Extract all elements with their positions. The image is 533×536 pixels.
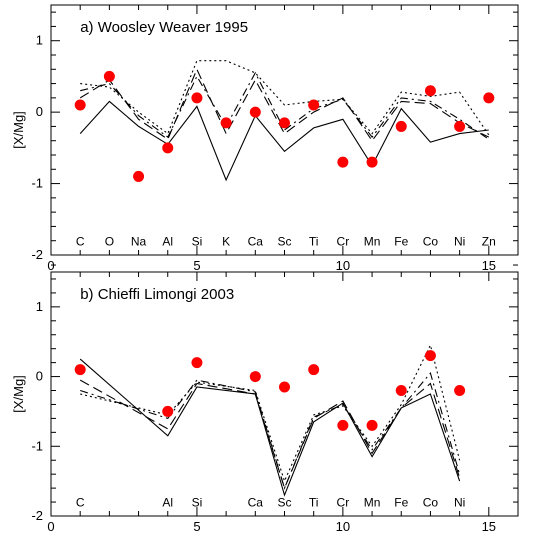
data-point: [308, 99, 320, 111]
element-label: Na: [131, 234, 147, 248]
data-point: [162, 405, 174, 417]
data-point: [74, 364, 86, 376]
element-label: Ca: [248, 234, 264, 248]
element-label: Ca: [248, 496, 264, 510]
data-point: [249, 106, 261, 118]
element-label: Ni: [454, 234, 465, 248]
data-point: [74, 99, 86, 111]
panel-b: 0 5 10 15 -2 -1 0 1 [X/Mg] b) Chieffi Limongi 200…: [11, 264, 519, 534]
y-tick-label: 0: [36, 104, 43, 119]
element-label: Zn: [482, 234, 496, 248]
x-tick-label: 5: [193, 258, 200, 273]
y-tick-label: -2: [31, 508, 43, 523]
panel-title: a) Woosley Weaver 1995: [80, 19, 248, 36]
y-tick-label: -1: [31, 176, 43, 191]
element-label: Cr: [337, 234, 350, 248]
data-point: [454, 385, 466, 397]
data-point: [162, 142, 174, 154]
element-label: Ti: [309, 234, 319, 248]
plot-frame: [50, 4, 519, 256]
data-point: [366, 156, 378, 168]
element-label: C: [76, 496, 85, 510]
data-point: [337, 419, 349, 431]
element-label: Ni: [454, 496, 465, 510]
element-label: Si: [192, 234, 203, 248]
series-line-dashed: [79, 67, 490, 142]
x-tick-label: 0: [47, 519, 54, 534]
data-point: [103, 70, 115, 82]
x-tick-label: 15: [482, 258, 496, 273]
element-label: Si: [192, 496, 203, 510]
series-line-dash-dot: [80, 71, 490, 140]
y-tick-label: 0: [36, 369, 43, 384]
data-point: [249, 371, 261, 383]
x-tick-label: 10: [336, 258, 350, 273]
element-label: C: [76, 234, 85, 248]
y-tick-label: -1: [31, 438, 43, 453]
element-label: Sc: [277, 496, 291, 510]
series-line-solid: [79, 358, 461, 497]
series-line-dotted: [80, 343, 461, 483]
data-point: [483, 92, 495, 104]
y-axis-label: [X/Mg]: [11, 111, 26, 149]
panel-title: b) Chieffi Limongi 2003: [80, 286, 234, 303]
data-point: [395, 385, 407, 397]
element-label: Co: [423, 496, 439, 510]
element-label: O: [105, 234, 114, 248]
data-point: [191, 357, 203, 369]
series-line-dotted: [80, 60, 490, 136]
element-label: Mn: [364, 496, 381, 510]
data-point: [279, 381, 290, 393]
element-label: Al: [162, 496, 173, 510]
element-label: Fe: [394, 496, 408, 510]
element-label: K: [222, 234, 230, 248]
element-label: Sc: [277, 234, 291, 248]
series-line-dash-dot: [80, 371, 461, 490]
series-line-dashed: [79, 379, 461, 490]
element-label: Ti: [309, 496, 319, 510]
data-point: [395, 120, 407, 132]
series-line-solid: [79, 100, 489, 182]
data-point: [133, 170, 145, 182]
data-point: [366, 419, 378, 431]
element-label: Fe: [394, 234, 408, 248]
element-label: Cr: [337, 496, 350, 510]
data-point: [308, 364, 320, 376]
data-point: [424, 85, 436, 97]
data-point: [279, 117, 290, 129]
y-tick-label: 1: [36, 299, 43, 314]
y-tick-label: 1: [36, 33, 43, 48]
x-tick-label: 5: [193, 519, 200, 534]
data-point: [454, 120, 466, 132]
x-tick-label: 10: [336, 519, 350, 534]
y-tick-label: -2: [31, 247, 43, 262]
x-tick-label: 15: [482, 519, 496, 534]
element-label: Al: [162, 234, 173, 248]
data-point: [337, 156, 349, 168]
data-point: [191, 92, 203, 104]
element-label: Mn: [364, 234, 381, 248]
y-axis-label: [X/Mg]: [11, 375, 26, 413]
data-point: [220, 117, 232, 129]
element-label: Co: [423, 234, 439, 248]
data-point: [424, 350, 436, 362]
